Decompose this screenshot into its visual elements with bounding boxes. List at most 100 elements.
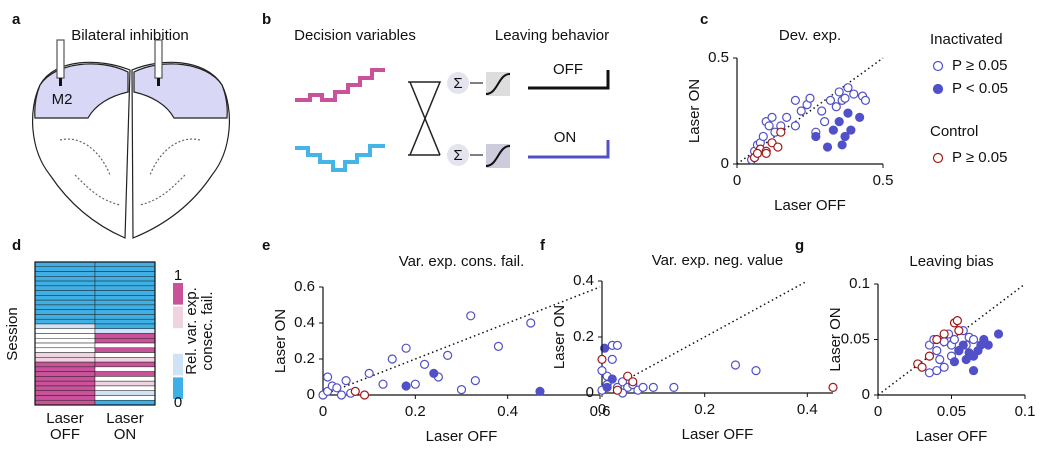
scatter-point xyxy=(932,365,942,376)
heatmap-cell xyxy=(94,295,156,301)
heatmap-cell xyxy=(34,266,96,272)
colorbar-title: Rel. var. exp. consec. fail. xyxy=(183,287,216,375)
scatter-point xyxy=(790,95,801,106)
y-tick-label: 0 xyxy=(586,384,594,401)
scatter-point xyxy=(761,148,771,158)
scatter-point xyxy=(752,148,763,158)
x-tick-label: 0 xyxy=(319,403,327,420)
decision-diagram xyxy=(295,68,610,172)
y-tick-label: 0.5 xyxy=(708,49,729,66)
y-tick-label: 0 xyxy=(721,155,729,172)
x-tick-label: Laser ON xyxy=(106,410,144,443)
heatmap-cell xyxy=(34,314,96,320)
heatmap-cell xyxy=(34,342,96,349)
scatter-point xyxy=(828,382,838,392)
heatmap-cell xyxy=(34,333,96,339)
sum-symbol: Σ xyxy=(453,75,462,92)
scatter-point xyxy=(790,121,801,131)
heatmap-cell xyxy=(34,366,96,372)
heatmap-cell xyxy=(94,266,156,272)
diagram-title: Decision variables xyxy=(294,27,416,44)
scatter-point xyxy=(828,125,838,135)
colorbar-tick-label: 1 xyxy=(174,267,182,284)
scatter-point xyxy=(782,112,792,122)
scatter-point xyxy=(952,316,962,326)
heatmap-cell xyxy=(34,347,96,353)
chart-title: Leaving bias xyxy=(909,253,993,270)
heatmap-cell xyxy=(94,333,156,339)
scatter-point xyxy=(840,131,850,142)
scatter-point xyxy=(600,343,610,353)
scatter-point xyxy=(773,142,783,152)
y-tick-label: 0.2 xyxy=(294,350,315,367)
scatter-point xyxy=(617,377,628,387)
heatmap-cell xyxy=(94,342,156,349)
panel-label: b xyxy=(262,11,271,28)
scatter-point xyxy=(968,334,979,345)
scatter-point xyxy=(410,379,420,389)
scatter-point xyxy=(834,87,844,97)
heatmap-cell xyxy=(34,280,96,287)
x-tick-label: 0 xyxy=(598,401,606,418)
off-label: OFF xyxy=(553,61,583,78)
colorbar-tick-label: 0 xyxy=(174,394,182,411)
scatter-point xyxy=(958,340,968,350)
heatmap-frame xyxy=(34,261,156,406)
heatmap-cell xyxy=(94,314,156,320)
heatmap-cell xyxy=(94,309,156,315)
scatter-point xyxy=(917,362,927,372)
scatter-point xyxy=(419,359,430,369)
scatter-point xyxy=(429,368,439,378)
heatmap-cell xyxy=(34,309,96,315)
scatter-point xyxy=(949,357,960,367)
heatmap-cell xyxy=(94,395,156,401)
heatmap-cell xyxy=(34,357,96,363)
scatter-point xyxy=(983,340,993,350)
x-tick-label: 0.1 xyxy=(1015,403,1036,420)
heatmap-cell xyxy=(34,328,96,334)
identity-line xyxy=(877,283,1026,396)
scatter-point xyxy=(837,140,847,150)
heatmap-cell xyxy=(34,261,96,268)
scatter-point xyxy=(602,382,612,392)
y-axis-label: Laser ON xyxy=(272,309,289,373)
scatter-point xyxy=(796,106,806,116)
scatter-point xyxy=(954,326,964,336)
scatter-point xyxy=(359,390,370,400)
scatter-point xyxy=(623,371,633,381)
colorbar-segment xyxy=(173,283,183,305)
heatmap-cell xyxy=(34,276,96,282)
legend-group: Control xyxy=(930,123,978,140)
heatmap-cell xyxy=(94,323,156,329)
heatmap-cell xyxy=(34,290,96,296)
scatter-point xyxy=(939,362,949,372)
scatter-point xyxy=(751,366,761,376)
heatmap-cell xyxy=(34,352,96,358)
scatter-point xyxy=(764,121,774,131)
scatter-point xyxy=(628,377,638,387)
identity-line xyxy=(601,280,808,394)
scatter-point xyxy=(817,106,827,116)
scatter-point xyxy=(932,334,942,345)
scatter-point xyxy=(825,95,836,106)
heatmap-cell xyxy=(34,385,96,391)
scatter-point xyxy=(350,386,360,396)
scatter-point xyxy=(924,351,935,361)
scatter-point xyxy=(843,83,853,93)
scatter-point xyxy=(648,382,658,392)
heatmap-cell xyxy=(94,399,156,406)
region-label: M2 xyxy=(52,91,73,108)
heatmap-cell xyxy=(94,357,156,363)
scatter-point xyxy=(535,386,545,396)
scatter-point xyxy=(840,93,850,103)
scatter-point xyxy=(831,102,841,112)
scatter-point xyxy=(846,125,856,135)
y-tick-label: 0 xyxy=(862,386,870,403)
heatmap-cell xyxy=(94,276,156,282)
heatmap-cell xyxy=(94,385,156,391)
y-tick-label: 0.6 xyxy=(294,278,315,295)
scatter-point xyxy=(526,318,536,328)
scatter-point xyxy=(730,360,741,370)
scatter-point xyxy=(364,368,374,378)
